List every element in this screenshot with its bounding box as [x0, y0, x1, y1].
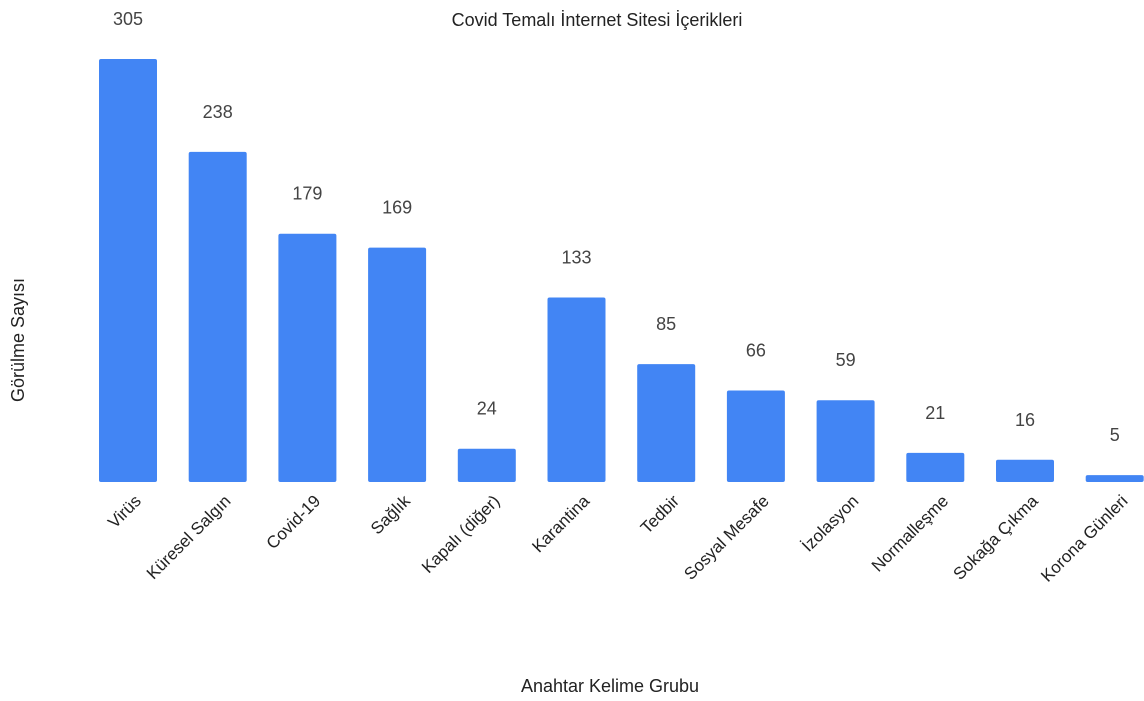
value-label-4: 24 — [477, 399, 497, 419]
x-tick-label-9: Normalleşme — [868, 491, 952, 575]
value-label-10: 16 — [1015, 410, 1035, 430]
value-label-6: 85 — [656, 314, 676, 334]
bar-7 — [726, 390, 785, 482]
bar-3 — [368, 247, 427, 482]
value-labels-group: 305 238 179 169 24 133 85 66 59 21 16 5 — [113, 9, 1120, 445]
x-tick-label-5: Karantina — [528, 491, 593, 556]
chart-title: Covid Temalı İnternet Sitesi İçerikleri — [452, 10, 743, 30]
x-tick-label-2: Covid-19 — [263, 491, 325, 553]
x-tick-label-11: Korona Günleri — [1037, 491, 1131, 585]
x-tick-label-6: Tedbir — [637, 491, 683, 537]
value-label-1: 238 — [203, 102, 233, 122]
value-label-11: 5 — [1110, 425, 1120, 445]
bar-6 — [637, 364, 696, 482]
value-label-2: 179 — [292, 184, 322, 204]
bars-group — [99, 59, 1144, 482]
x-tick-label-7: Sosyal Mesafe — [680, 491, 772, 583]
x-tick-label-8: İzolasyon — [798, 491, 862, 555]
x-tick-label-4: Kapalı (diğer) — [418, 491, 504, 577]
x-tick-label-3: Sağlık — [367, 491, 414, 538]
value-label-8: 59 — [836, 350, 856, 370]
bar-9 — [906, 452, 965, 482]
x-tick-label-0: Virüs — [104, 491, 145, 532]
bar-1 — [188, 151, 247, 482]
bar-10 — [996, 459, 1054, 482]
bar-11 — [1085, 475, 1144, 482]
value-label-5: 133 — [561, 248, 591, 268]
x-tick-label-10: Sokağa Çıkma — [950, 491, 1043, 584]
y-axis-title: Görülme Sayısı — [8, 278, 28, 402]
bar-2 — [278, 233, 337, 482]
value-label-3: 169 — [382, 198, 412, 218]
bar-8 — [816, 400, 875, 482]
value-label-7: 66 — [746, 341, 766, 361]
bar-4 — [457, 448, 516, 482]
value-label-0: 305 — [113, 9, 143, 29]
bar-5 — [547, 297, 606, 482]
x-tick-label-1: Küresel Salgın — [143, 491, 235, 583]
bar-0 — [99, 59, 157, 482]
value-label-9: 21 — [925, 403, 945, 423]
x-axis-title: Anahtar Kelime Grubu — [521, 676, 699, 696]
